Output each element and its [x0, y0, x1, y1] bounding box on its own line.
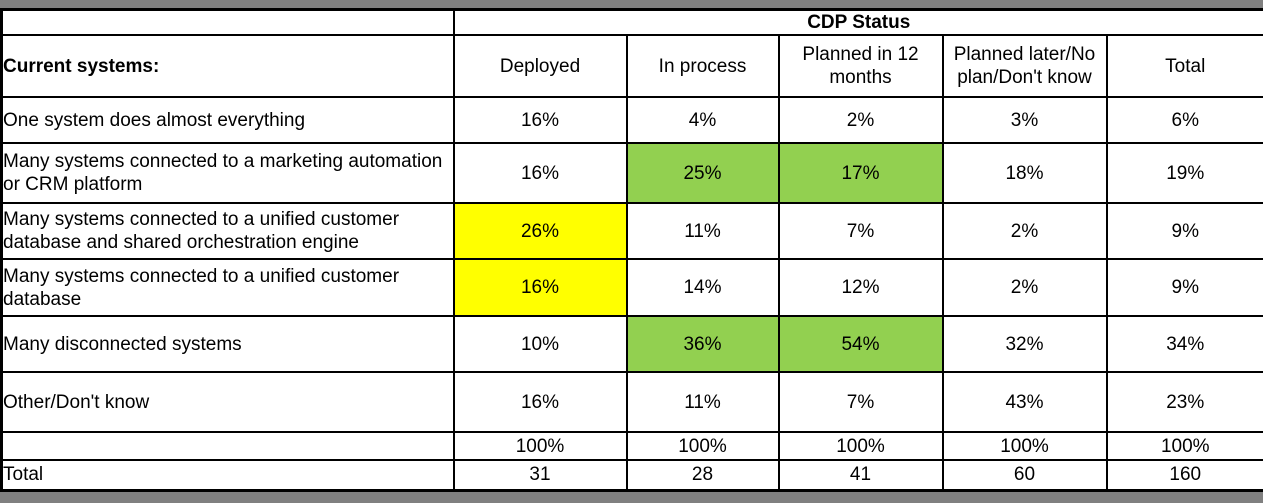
data-cell-highlight-green: 25%	[625, 142, 780, 205]
data-cell: 100%	[777, 431, 944, 462]
data-cell: 4%	[625, 96, 780, 145]
data-cell: 43%	[941, 371, 1108, 434]
data-cell: 34%	[1105, 315, 1263, 374]
crosstab-table-container: CDP Status Current systems: Deployed In …	[0, 8, 1263, 492]
data-cell: 14%	[625, 258, 780, 318]
data-cell: 9%	[1105, 202, 1263, 261]
table-row: Many systems connected to a marketing au…	[0, 142, 1263, 205]
row-label-unified-db-orchestration: Many systems connected to a unified cust…	[0, 202, 455, 261]
data-cell: 100%	[941, 431, 1108, 462]
data-cell: 16%	[452, 96, 628, 145]
data-cell-highlight-yellow: 16%	[452, 258, 628, 318]
table-row: Many systems connected to a unified cust…	[0, 202, 1263, 261]
data-cell: 32%	[941, 315, 1108, 374]
data-cell: 16%	[452, 142, 628, 205]
data-cell: 7%	[777, 371, 944, 434]
group-header-cdp-status: CDP Status	[452, 8, 1263, 37]
count-total-row: Total 31 28 41 60 160	[0, 459, 1263, 492]
data-cell: 160	[1105, 459, 1263, 492]
column-header-in-process: In process	[625, 34, 780, 99]
data-cell: 60	[941, 459, 1108, 492]
row-label-disconnected: Many disconnected systems	[0, 315, 455, 374]
data-cell: 100%	[625, 431, 780, 462]
data-cell: 11%	[625, 371, 780, 434]
percent-total-row: 100% 100% 100% 100% 100%	[0, 431, 1263, 462]
data-cell: 10%	[452, 315, 628, 374]
row-label-unified-db: Many systems connected to a unified cust…	[0, 258, 455, 318]
data-cell: 100%	[1105, 431, 1263, 462]
data-cell: 3%	[941, 96, 1108, 145]
column-header-deployed: Deployed	[452, 34, 628, 99]
data-cell: 28	[625, 459, 780, 492]
data-cell-highlight-yellow: 26%	[452, 202, 628, 261]
data-cell: 9%	[1105, 258, 1263, 318]
data-cell: 18%	[941, 142, 1108, 205]
table-row: Many disconnected systems 10% 36% 54% 32…	[0, 315, 1263, 374]
cdp-status-table: CDP Status Current systems: Deployed In …	[0, 8, 1263, 492]
row-label-marketing-crm: Many systems connected to a marketing au…	[0, 142, 455, 205]
data-cell: 2%	[941, 258, 1108, 318]
column-header-planned-12-months: Planned in 12 months	[777, 34, 944, 99]
data-cell: 12%	[777, 258, 944, 318]
data-cell: 2%	[777, 96, 944, 145]
data-cell: 16%	[452, 371, 628, 434]
column-header-row: Current systems: Deployed In process Pla…	[0, 34, 1263, 99]
column-header-planned-later: Planned later/No plan/Don't know	[941, 34, 1108, 99]
data-cell: 19%	[1105, 142, 1263, 205]
row-label-total: Total	[0, 459, 455, 492]
empty-label-cell	[0, 431, 455, 462]
corner-cell	[0, 8, 455, 37]
row-header-title: Current systems:	[0, 34, 455, 99]
row-label-one-system: One system does almost everything	[0, 96, 455, 145]
data-cell: 6%	[1105, 96, 1263, 145]
data-cell-highlight-green: 36%	[625, 315, 780, 374]
data-cell: 100%	[452, 431, 628, 462]
data-cell: 41	[777, 459, 944, 492]
table-row: Many systems connected to a unified cust…	[0, 258, 1263, 318]
column-header-total: Total	[1105, 34, 1263, 99]
table-row: Other/Don't know 16% 11% 7% 43% 23%	[0, 371, 1263, 434]
data-cell: 11%	[625, 202, 780, 261]
group-header-row: CDP Status	[0, 8, 1263, 37]
row-label-other-dont-know: Other/Don't know	[0, 371, 455, 434]
data-cell: 7%	[777, 202, 944, 261]
data-cell: 31	[452, 459, 628, 492]
data-cell: 2%	[941, 202, 1108, 261]
table-row: One system does almost everything 16% 4%…	[0, 96, 1263, 145]
data-cell-highlight-green: 54%	[777, 315, 944, 374]
data-cell-highlight-green: 17%	[777, 142, 944, 205]
data-cell: 23%	[1105, 371, 1263, 434]
